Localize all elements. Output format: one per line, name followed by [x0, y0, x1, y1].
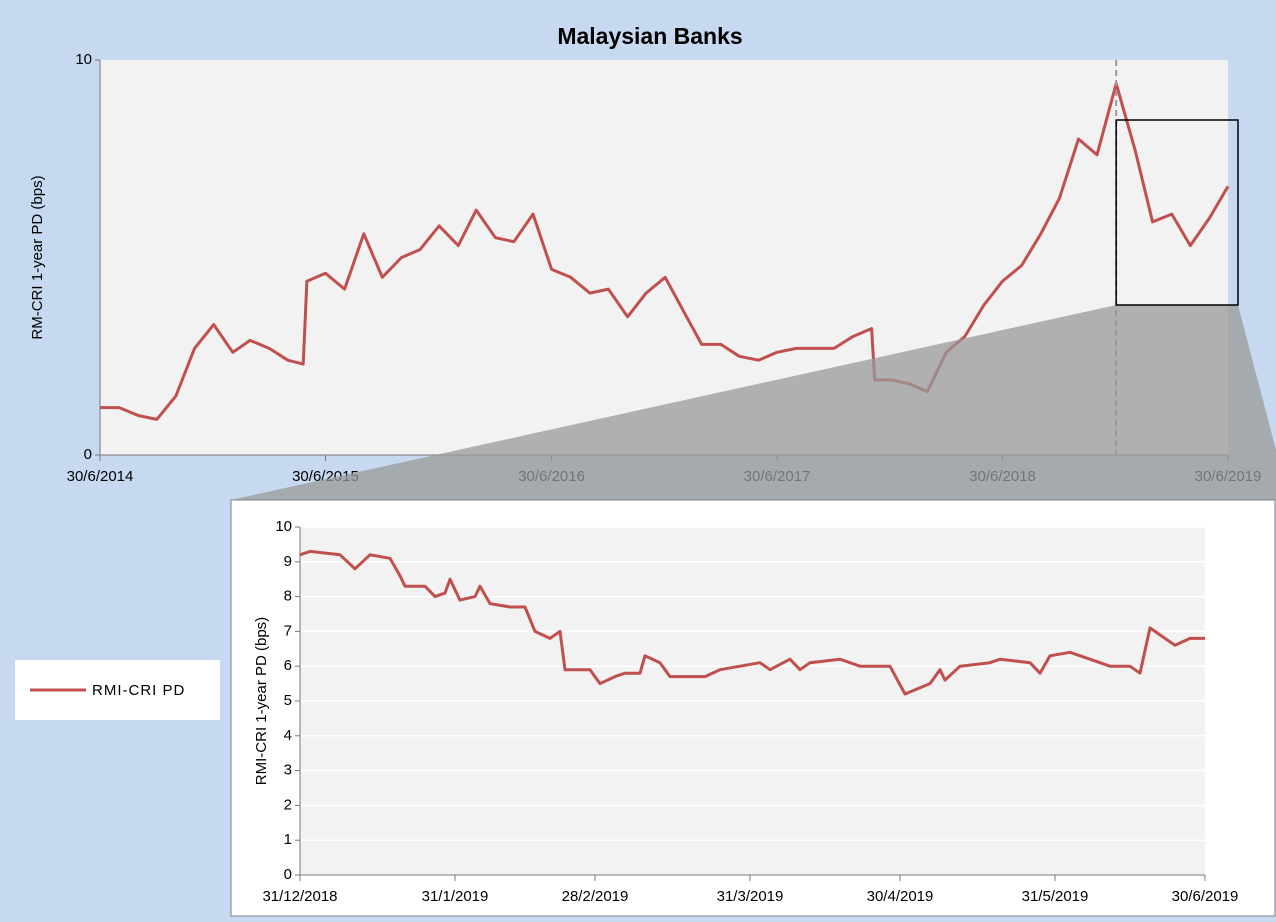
zoom-projection	[231, 305, 1276, 500]
y-tick-label: 10	[75, 51, 92, 68]
x-tick-label: 31/3/2019	[717, 888, 784, 905]
data-line	[299, 549, 1205, 696]
zoom-box	[1115, 119, 1239, 306]
y-axis-label: RM-CRI 1-year PD (bps)	[29, 175, 46, 339]
x-tick-label: 30/6/2019	[1172, 888, 1239, 905]
y-axis-label: RMI-CRI 1-year PD (bps)	[253, 617, 270, 785]
x-tick-label: 31/12/2018	[262, 888, 337, 905]
y-tick-label: 1	[284, 831, 292, 848]
y-tick-label: 10	[275, 518, 292, 535]
x-tick-label: 28/2/2019	[562, 888, 629, 905]
y-tick-label: 3	[284, 762, 292, 779]
legend-label: RMI-CRI PD	[92, 682, 185, 699]
x-tick-label: 31/5/2019	[1022, 888, 1089, 905]
y-tick-label: 8	[284, 588, 292, 605]
x-tick-label: 30/6/2014	[67, 468, 134, 485]
x-tick-label: 30/4/2019	[867, 888, 934, 905]
y-tick-label: 6	[284, 657, 292, 674]
chart-title: Malaysian Banks	[557, 23, 742, 49]
data-line	[100, 82, 1230, 421]
y-tick-label: 5	[284, 692, 292, 709]
y-tick-label: 7	[284, 622, 292, 639]
x-tick-label: 31/1/2019	[422, 888, 489, 905]
y-tick-label: 0	[284, 866, 292, 883]
y-tick-label: 4	[284, 727, 292, 744]
y-tick-label: 2	[284, 796, 292, 813]
y-tick-label: 0	[84, 446, 92, 463]
y-tick-label: 9	[284, 553, 292, 570]
